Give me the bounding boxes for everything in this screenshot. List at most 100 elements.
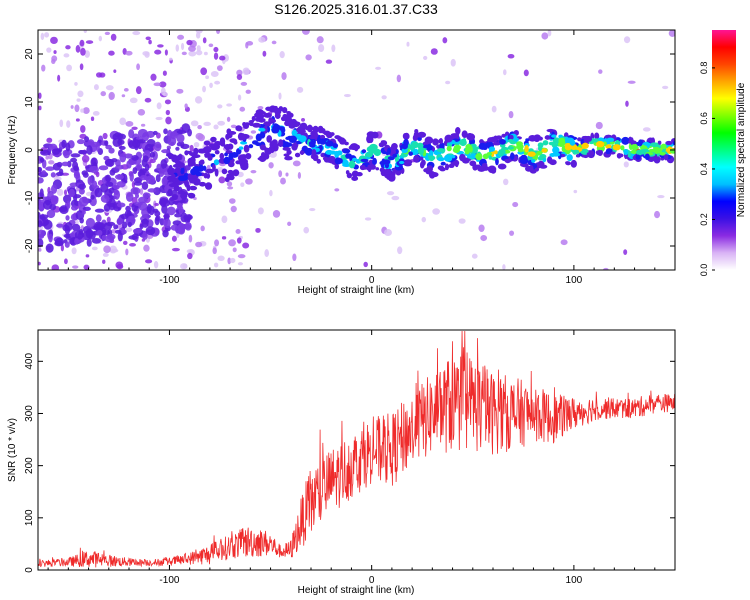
spectrogram-ridge-cell	[299, 150, 305, 155]
spectrogram-noise-cell	[258, 36, 266, 43]
spectrogram-ridge-cell	[432, 138, 439, 146]
spectrogram-ridge-cell	[171, 196, 178, 201]
spectrogram-ridge-cell	[372, 157, 377, 166]
spectrogram-noise-cell	[219, 55, 226, 61]
spectrogram-low-cell	[54, 240, 64, 247]
spectrogram-low-cell	[38, 234, 45, 239]
spectrogram-low-cell	[95, 214, 102, 223]
spectrogram-noise-cell	[51, 58, 56, 64]
spectrogram-noise-cell	[38, 92, 42, 99]
spectrogram-low-cell	[161, 205, 168, 214]
spectrogram-noise-cell	[102, 132, 108, 140]
spectrogram-low-cell	[142, 231, 148, 240]
spectrogram-low-cell	[142, 132, 150, 142]
spectrogram-noise-cell	[66, 64, 73, 72]
spectrogram-ridge-cell	[558, 137, 566, 145]
spectrogram-ridge-cell	[172, 164, 180, 168]
spectrogram-noise-cell	[257, 105, 264, 110]
spectrogram-ridge-cell	[468, 146, 473, 153]
spectrogram-ridge-cell	[446, 146, 452, 152]
spectrogram-noise-cell	[38, 105, 42, 111]
spectrogram-ridge-cell	[519, 157, 529, 165]
spectrogram-noise-cell	[165, 116, 172, 125]
spectrogram-noise-cell	[623, 249, 628, 255]
spectrogram-noise-cell	[139, 188, 144, 195]
spectrogram-noise-cell	[143, 244, 150, 252]
spectrogram-ridge-cell	[436, 148, 446, 153]
spectrogram-noise-cell	[212, 247, 217, 255]
spectrogram-noise-cell	[213, 46, 219, 53]
spectrogram-noise-cell	[188, 45, 196, 52]
spectrogram-ridge-cell	[286, 112, 294, 119]
spectrogram-ridge-cell	[209, 143, 215, 148]
spectrogram-low-cell	[183, 165, 191, 171]
spectrogram-noise-cell	[442, 37, 448, 44]
spectrogram-ridge-cell	[282, 147, 291, 151]
spectrogram-low-cell	[86, 145, 93, 155]
spectrogram-noise-cell	[226, 181, 233, 187]
spectrogram-low-cell	[175, 146, 180, 151]
spectrogram-x-ticks: -100 0 100	[47, 30, 676, 286]
spectrogram-ridge-cell	[459, 138, 467, 147]
spectrogram-ridge-cell	[594, 132, 600, 140]
spectrogram-low-cell	[140, 218, 150, 224]
spectrogram-ridge-cell	[534, 167, 540, 172]
spectrogram-ridge-cell	[203, 140, 211, 146]
spectrogram-low-cell	[70, 153, 81, 158]
spectrogram-ridge-cell	[428, 155, 436, 161]
spectrogram-ridge-cell	[638, 139, 644, 147]
spectrogram-ridge-cell	[180, 166, 185, 175]
spectrogram-ridge-cell	[193, 147, 199, 155]
spectrogram-ridge-cell	[525, 138, 530, 142]
spectrogram-noise-cell	[103, 245, 111, 254]
spectrogram-noise-cell	[375, 66, 382, 70]
spectrogram-noise-cell	[296, 86, 304, 93]
spectrogram-ridge-cell	[551, 134, 557, 138]
spectrogram-noise-cell	[236, 74, 243, 80]
spectrogram-x-label: Height of straight line (km)	[298, 285, 415, 296]
spectrogram-low-cell	[116, 217, 123, 225]
spectrogram-low-cell	[137, 196, 148, 204]
spectrogram-noise-cell	[195, 50, 203, 56]
spectrogram-ridge-cell	[546, 156, 553, 164]
spectrogram-noise-cell	[74, 104, 80, 113]
spectrogram-ridge-cell	[312, 125, 319, 134]
colorbar-tick-label: 0.6	[699, 112, 709, 125]
spectrogram-ridge-cell	[366, 135, 373, 144]
spectrogram-ridge-cell	[192, 165, 201, 174]
spectrogram-ridge-cell	[223, 156, 231, 165]
spectrogram-low-cell	[91, 237, 102, 244]
spectrogram-ridge-cell	[497, 163, 507, 170]
spectrogram-noise-cell	[176, 88, 184, 94]
spectrogram-ridge-cell	[228, 152, 234, 161]
spectrogram-noise-cell	[195, 132, 204, 140]
spectrogram-ridge-cell	[387, 147, 391, 155]
spectrogram-noise-cell	[541, 32, 549, 40]
spectrogram-noise-cell	[150, 73, 157, 81]
spectrogram-low-cell	[43, 199, 53, 210]
spectrogram-noise-cell	[301, 117, 305, 122]
spectrogram-noise-cell	[46, 47, 52, 53]
spectrogram-noise-cell	[245, 178, 253, 185]
spectrogram-noise-cell	[95, 72, 103, 78]
spectrogram-ridge-cell	[229, 138, 238, 143]
spectrogram-noise-cell	[227, 186, 234, 190]
spectrogram-low-cell	[116, 181, 126, 188]
spectrogram-noise-cell	[65, 45, 71, 50]
spectrogram-low-cell	[176, 202, 183, 210]
spectrogram-low-cell	[145, 226, 156, 236]
spectrogram-noise-cell	[102, 259, 106, 264]
spectrogram-ridge-cell	[342, 159, 349, 167]
spectrogram-ridge-cell	[539, 164, 548, 169]
spectrogram-low-cell	[38, 238, 44, 248]
spectrogram-noise-cell	[240, 81, 248, 86]
spectrogram-noise-cell	[202, 85, 206, 93]
spectrogram-noise-cell	[508, 110, 514, 119]
spectrogram-noise-cell	[445, 80, 451, 85]
spectrogram-ridge-cell	[403, 138, 409, 147]
spectrogram-low-cell	[98, 165, 109, 171]
spectrogram-low-cell	[155, 215, 161, 222]
spectrogram-ridge-cell	[189, 185, 198, 191]
spectrogram-noise-cell	[213, 124, 219, 130]
spectrogram-low-cell	[141, 181, 149, 190]
